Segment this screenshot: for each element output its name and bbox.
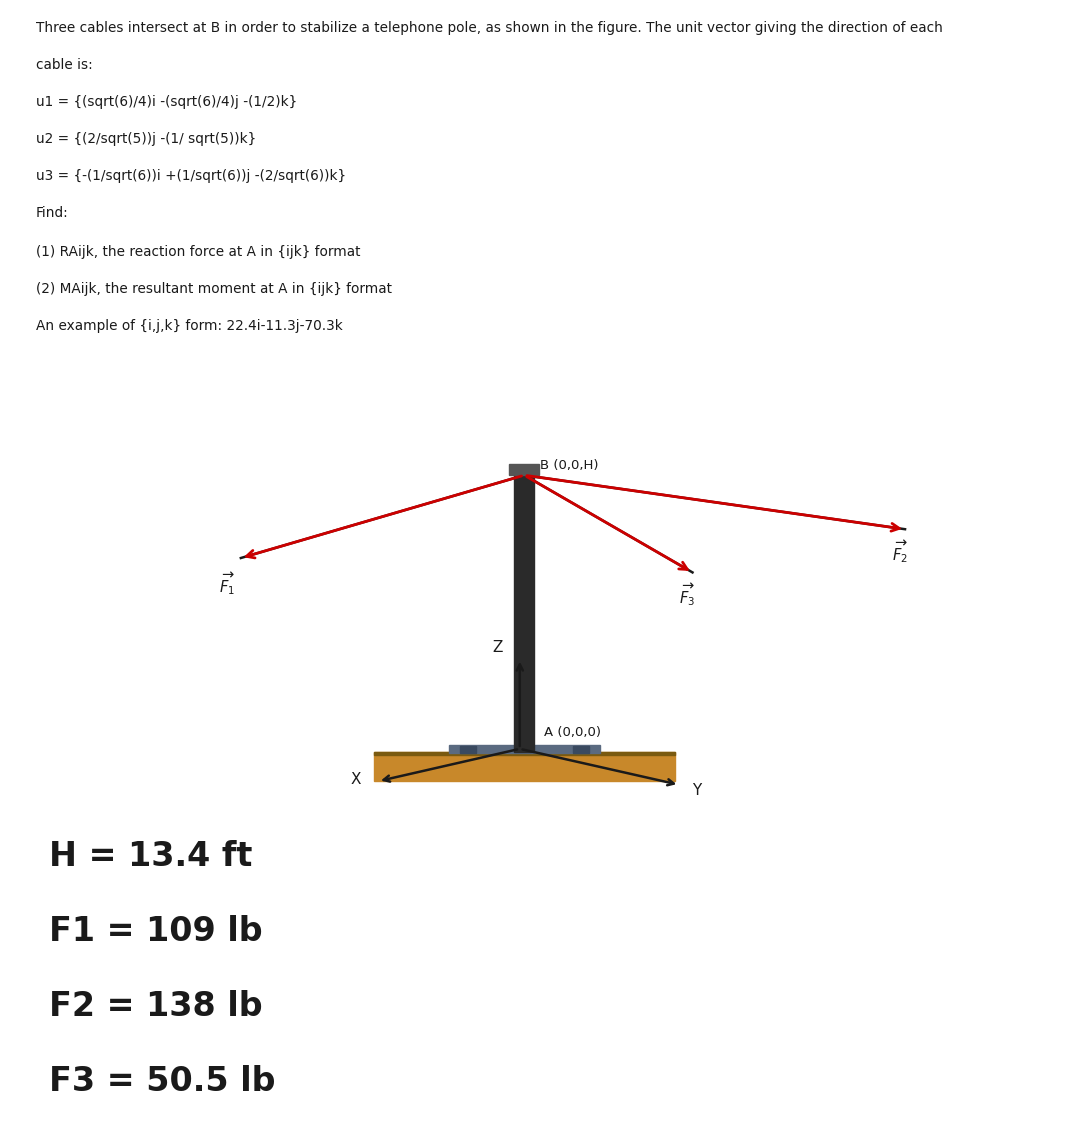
Text: H = 13.4 ft: H = 13.4 ft [49,840,252,873]
Text: Three cables intersect at B in order to stabilize a telephone pole, as shown in : Three cables intersect at B in order to … [36,21,943,34]
Bar [514,475,534,752]
Bar [573,746,589,753]
Text: u1 = {(sqrt(6)/4)i -(sqrt(6)/4)j -(1/2)k}: u1 = {(sqrt(6)/4)i -(sqrt(6)/4)j -(1/2)k… [36,95,297,109]
Text: X: X [351,772,361,786]
Text: Find:: Find: [36,206,68,219]
Text: u2 = {(2/sqrt(5))j -(1/ sqrt(5))k}: u2 = {(2/sqrt(5))j -(1/ sqrt(5))k} [36,131,256,146]
Text: (1) RAijk, the reaction force at A in {ijk} format: (1) RAijk, the reaction force at A in {i… [36,246,360,259]
Text: B (0,0,H): B (0,0,H) [540,458,598,472]
Text: An example of {i,j,k} form: 22.4i-11.3j-70.3k: An example of {i,j,k} form: 22.4i-11.3j-… [36,319,342,334]
Bar [460,746,475,753]
Text: F1 = 109 lb: F1 = 109 lb [49,914,262,948]
Text: (2) MAijk, the resultant moment at A in {ijk} format: (2) MAijk, the resultant moment at A in … [36,282,392,296]
Bar [374,752,675,782]
Text: u3 = {-(1/sqrt(6))i +(1/sqrt(6))j -(2/sqrt(6))k}: u3 = {-(1/sqrt(6))i +(1/sqrt(6))j -(2/sq… [36,169,346,183]
Text: Y: Y [692,783,702,798]
Text: $\overrightarrow{F_2}$: $\overrightarrow{F_2}$ [892,538,908,565]
Bar [374,752,675,754]
Text: $\overrightarrow{F_1}$: $\overrightarrow{F_1}$ [219,570,235,598]
Text: F2 = 138 lb: F2 = 138 lb [49,990,262,1023]
Text: A (0,0,0): A (0,0,0) [543,726,600,740]
Text: cable is:: cable is: [36,58,93,72]
Bar [449,745,599,753]
Text: Z: Z [492,640,503,655]
Text: $\overrightarrow{F_3}$: $\overrightarrow{F_3}$ [679,582,696,608]
Bar [509,464,539,475]
Text: F3 = 50.5 lb: F3 = 50.5 lb [49,1064,275,1097]
